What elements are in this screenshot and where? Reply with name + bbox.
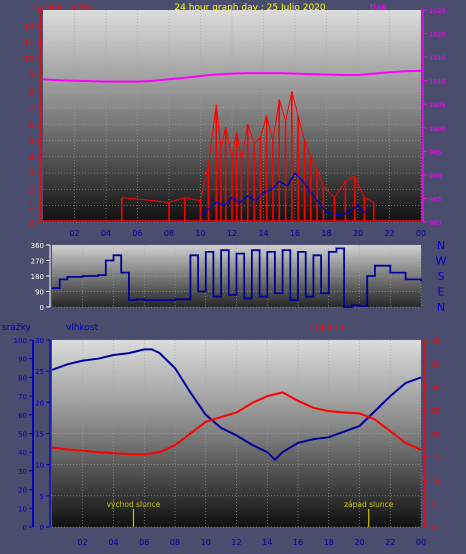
pressure-tick-label: 1020: [429, 31, 446, 39]
direction-tick-label: 0: [40, 304, 44, 312]
secondary-tick-label: 25: [35, 368, 44, 376]
humidity-line: [51, 348, 422, 462]
x-tick-label: 00: [416, 538, 426, 547]
direction-letter-n: N: [437, 239, 445, 252]
temperature-tick-label: 35: [431, 360, 440, 368]
humidity-tick-label: 60: [18, 412, 27, 420]
x-tick-label: 22: [384, 229, 394, 238]
x-tick-label: 02: [78, 538, 88, 547]
wind-axis-title: rychlost větru: [32, 3, 95, 13]
secondary-tick-label: 30: [35, 337, 44, 345]
secondary-tick-label: 15: [35, 431, 44, 439]
x-tick-label: 06: [132, 229, 142, 238]
temperature-tick-label: 30: [431, 384, 440, 392]
temperature-tick-label: 10: [431, 477, 440, 485]
x-tick-label: 18: [324, 538, 334, 547]
pressure-tick-label: 1025: [429, 7, 446, 15]
secondary-tick-label: 5: [40, 493, 44, 501]
temperature-tick-label: 5: [431, 501, 435, 509]
pressure-tick-label: 980: [429, 219, 441, 227]
sunrise-label: východ slunce: [107, 500, 161, 509]
temperature-tick-label: 15: [431, 454, 440, 462]
direction-tick-label: 180: [31, 273, 44, 281]
x-tick-label: 10: [201, 538, 211, 547]
x-tick-label: 04: [108, 538, 118, 547]
wind-tick-label: 6: [29, 120, 34, 129]
humidity-axis-title: vlhkost: [66, 323, 99, 333]
direction-letter-n: N: [437, 301, 445, 314]
x-tick-label: 12: [231, 538, 241, 547]
direction-tick-label: 90: [35, 289, 44, 297]
x-tick-label: 02: [69, 229, 79, 238]
direction-letter-w: W: [436, 255, 447, 268]
x-tick-label: 08: [164, 229, 174, 238]
humidity-tick-label: 100: [14, 337, 27, 345]
pressure-tick-label: 990: [429, 172, 441, 180]
wind-tick-label: 11: [24, 39, 34, 48]
humidity-tick-label: 40: [18, 449, 27, 457]
secondary-tick-label: 0: [40, 524, 44, 532]
direction-tick-label: 270: [31, 258, 44, 266]
wind-tick-label: 0: [29, 218, 34, 227]
precipitation-axis-title: srážky: [2, 323, 32, 333]
sunset-label: západ slunce: [344, 500, 394, 509]
wind-tick-label: 10: [24, 55, 34, 64]
x-tick-label: 18: [321, 229, 331, 238]
temperature-tick-label: 0: [431, 524, 435, 532]
pressure-tick-label: 985: [429, 195, 441, 203]
x-tick-label: 04: [101, 229, 111, 238]
x-tick-label: 16: [293, 538, 303, 547]
direction-letter-s: S: [438, 270, 445, 283]
temperature-axis-title: teplota: [312, 323, 344, 333]
secondary-tick-label: 20: [35, 399, 44, 407]
x-tick-label: 06: [139, 538, 149, 547]
wind-tick-label: 9: [29, 71, 34, 80]
pressure-axis-title: tlak: [370, 3, 388, 13]
humidity-tick-label: 70: [18, 393, 27, 401]
secondary-tick-label: 10: [35, 462, 44, 470]
wind-tick-label: 8: [29, 88, 34, 97]
humidity-tick-label: 50: [18, 431, 27, 439]
x-tick-label: 22: [385, 538, 395, 547]
x-tick-label: 00: [416, 229, 426, 238]
humidity-tick-label: 90: [18, 356, 27, 364]
wind-gust-line: [121, 91, 375, 203]
temperature-tick-label: 20: [431, 431, 440, 439]
wind-tick-label: 1: [29, 202, 34, 211]
wind-direction-line: [52, 247, 422, 308]
wind-tick-label: 4: [29, 153, 34, 162]
humidity-tick-label: 20: [18, 487, 27, 495]
direction-tick-label: 360: [31, 242, 44, 250]
temperature-line: [51, 391, 422, 456]
wind-tick-label: 2: [29, 185, 34, 194]
wind-tick-label: 3: [29, 169, 34, 178]
humidity-tick-label: 10: [18, 505, 27, 513]
wind-tick-label: 7: [29, 104, 34, 113]
direction-letter-e: E: [438, 286, 445, 299]
x-tick-label: 12: [227, 229, 237, 238]
x-tick-label: 14: [262, 538, 272, 547]
pressure-tick-label: 1010: [429, 78, 446, 86]
wind-tick-label: 12: [24, 22, 34, 31]
wind-avg-line: [200, 172, 367, 217]
humidity-tick-label: 80: [18, 374, 27, 382]
x-tick-label: 08: [170, 538, 180, 547]
x-tick-label: 10: [195, 229, 205, 238]
x-tick-label: 20: [354, 538, 364, 547]
x-tick-label: 20: [353, 229, 363, 238]
pressure-tick-label: 1000: [429, 125, 446, 133]
x-tick-label: 14: [258, 229, 268, 238]
humidity-tick-label: 0: [23, 524, 27, 532]
pressure-tick-label: 995: [429, 148, 441, 156]
pressure-line: [42, 69, 422, 83]
x-tick-label: 16: [290, 229, 300, 238]
temperature-tick-label: 25: [431, 407, 440, 415]
temperature-tick-label: 40: [431, 337, 440, 345]
chart-title: 24 hour graph day : 25 Julio 2020: [174, 3, 326, 13]
pressure-tick-label: 1005: [429, 101, 446, 109]
humidity-tick-label: 30: [18, 468, 27, 476]
wind-tick-label: 5: [29, 136, 34, 145]
pressure-tick-label: 1015: [429, 54, 446, 62]
